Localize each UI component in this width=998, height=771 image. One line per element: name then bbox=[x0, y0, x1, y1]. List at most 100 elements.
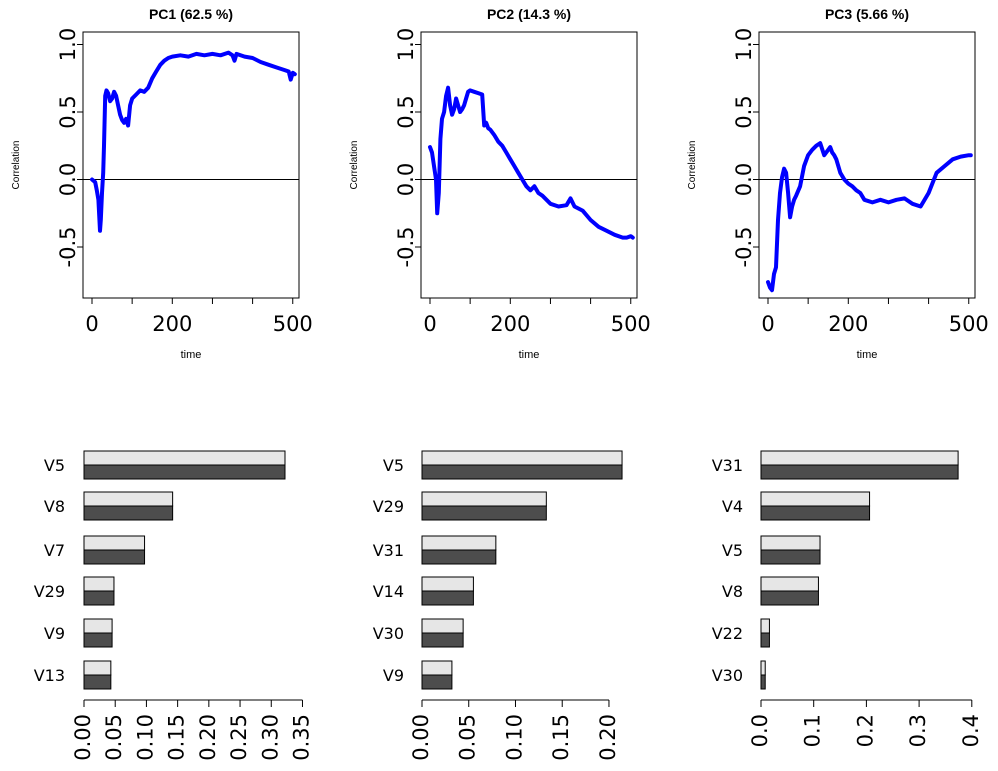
y-tick-label: 1.0 bbox=[394, 28, 418, 61]
line-panel-3: PC3 (5.66 %) -0.5 0.0 0.5 1.0 0 200 500 time Corr… bbox=[687, 6, 989, 361]
bar-lower bbox=[421, 590, 474, 606]
y-tick-label: -0.5 bbox=[394, 227, 418, 268]
x-tick-label: 0.2 bbox=[853, 714, 877, 747]
bar-lower bbox=[421, 674, 453, 690]
bar-upper bbox=[83, 450, 286, 466]
y-axis-label: Correlation bbox=[687, 141, 698, 190]
line-panel-2: PC2 (14.3 %) -0.5 0.0 0.5 1.0 0 200 500 time Corr… bbox=[349, 6, 651, 361]
x-tick-label: 0.05 bbox=[456, 714, 480, 761]
bar-category-label: V5 bbox=[722, 541, 743, 560]
x-tick-label: 0 bbox=[85, 312, 98, 336]
x-tick-label: 0 bbox=[761, 312, 774, 336]
plot-frame bbox=[420, 31, 638, 299]
x-axis-label: time bbox=[857, 349, 878, 361]
bar-category-label: V5 bbox=[44, 456, 65, 475]
x-tick-label: 200 bbox=[152, 312, 192, 336]
bar-lower bbox=[83, 632, 113, 648]
bar-panel-3: V31 V4 V5 V8 V22 V30 0.0 0.1 0.2 0.3 0.4 bbox=[712, 450, 983, 747]
bar-lower bbox=[760, 590, 819, 606]
bar-category-label: V9 bbox=[383, 666, 404, 685]
bar-upper bbox=[421, 450, 623, 466]
panel-title: PC2 (14.3 %) bbox=[487, 6, 571, 22]
y-axis-label: Correlation bbox=[11, 141, 22, 190]
correlation-series-line bbox=[90, 50, 297, 233]
line-panel-1: PC1 (62.5 %) -0.5 0.0 0.5 1.0 0 200 500 time Corr… bbox=[11, 6, 313, 361]
bar-category-label: V7 bbox=[44, 541, 65, 560]
x-tick-label: 0.15 bbox=[165, 714, 189, 761]
y-axis-label: Correlation bbox=[349, 141, 360, 190]
bar-lower bbox=[421, 464, 623, 480]
bar-upper bbox=[421, 660, 453, 676]
y-tick-label: 0.0 bbox=[56, 163, 80, 196]
bar-upper bbox=[83, 491, 174, 507]
bar-upper bbox=[421, 491, 547, 507]
x-tick-label: 0.15 bbox=[549, 714, 573, 761]
bar-category-label: V9 bbox=[44, 624, 65, 643]
bar-lower bbox=[421, 505, 547, 521]
x-tick-label: 0.3 bbox=[906, 714, 930, 747]
bar-upper bbox=[421, 618, 464, 634]
panel-title: PC1 (62.5 %) bbox=[149, 6, 233, 22]
x-tick-label: 0.30 bbox=[258, 714, 282, 761]
bar-lower bbox=[760, 632, 770, 648]
x-tick-label: 500 bbox=[949, 312, 989, 336]
y-tick-label: 0.0 bbox=[732, 163, 756, 196]
x-tick-label: 0.05 bbox=[102, 714, 126, 761]
bar-category-label: V29 bbox=[373, 497, 404, 516]
x-tick-label: 0.20 bbox=[196, 714, 220, 761]
bar-category-label: V31 bbox=[373, 541, 404, 560]
bar-upper bbox=[760, 660, 766, 676]
x-tick-label: 0.10 bbox=[133, 714, 157, 761]
bar-upper bbox=[760, 576, 819, 592]
plot-frame bbox=[82, 31, 300, 299]
bar-lower bbox=[83, 674, 112, 690]
bar-category-label: V31 bbox=[712, 456, 743, 475]
bar-category-label: V14 bbox=[373, 582, 404, 601]
bar-lower bbox=[83, 505, 174, 521]
x-tick-label: 0.20 bbox=[596, 714, 620, 761]
bar-upper bbox=[760, 491, 871, 507]
bar-category-label: V13 bbox=[34, 666, 65, 685]
bar-upper bbox=[760, 535, 821, 551]
correlation-series-line bbox=[428, 85, 635, 240]
bar-category-label: V8 bbox=[722, 582, 743, 601]
bar-category-label: V30 bbox=[373, 624, 404, 643]
x-tick-label: 0.35 bbox=[289, 714, 313, 761]
bar-lower bbox=[760, 505, 871, 521]
y-tick-label: 1.0 bbox=[56, 28, 80, 61]
bar-category-label: V22 bbox=[712, 624, 743, 643]
bar-category-label: V8 bbox=[44, 497, 65, 516]
correlation-series-line bbox=[766, 141, 973, 293]
bar-lower bbox=[421, 549, 497, 565]
y-tick-label: -0.5 bbox=[732, 227, 756, 268]
y-tick-label: 1.0 bbox=[732, 28, 756, 61]
bar-lower bbox=[760, 674, 766, 690]
bar-category-label: V29 bbox=[34, 582, 65, 601]
y-tick-label: 0.5 bbox=[394, 95, 418, 128]
x-tick-label: 0 bbox=[423, 312, 436, 336]
bar-lower bbox=[83, 464, 286, 480]
x-tick-label: 0.00 bbox=[71, 714, 95, 761]
x-tick-label: 0.1 bbox=[801, 714, 825, 747]
y-tick-label: 0.5 bbox=[56, 95, 80, 128]
x-tick-label: 0.10 bbox=[502, 714, 526, 761]
bar-upper bbox=[760, 450, 959, 466]
bar-category-label: V5 bbox=[383, 456, 404, 475]
panel-title: PC3 (5.66 %) bbox=[825, 6, 909, 22]
bar-lower bbox=[760, 549, 821, 565]
x-tick-label: 0.00 bbox=[409, 714, 433, 761]
x-tick-label: 200 bbox=[828, 312, 868, 336]
bar-lower bbox=[760, 464, 959, 480]
x-tick-label: 500 bbox=[611, 312, 651, 336]
x-tick-label: 500 bbox=[273, 312, 313, 336]
y-tick-label: 0.5 bbox=[732, 95, 756, 128]
bar-upper bbox=[83, 660, 112, 676]
x-tick-label: 0.25 bbox=[227, 714, 251, 761]
x-axis-label: time bbox=[181, 349, 202, 361]
bar-upper bbox=[83, 576, 115, 592]
bar-upper bbox=[421, 576, 474, 592]
bar-upper bbox=[421, 535, 497, 551]
plot-frame bbox=[758, 31, 976, 299]
bar-panel-1: V5 V8 V7 V29 V9 V13 0.00 0.05 0.10 0.15 0.20 0.25 0.… bbox=[34, 450, 313, 761]
